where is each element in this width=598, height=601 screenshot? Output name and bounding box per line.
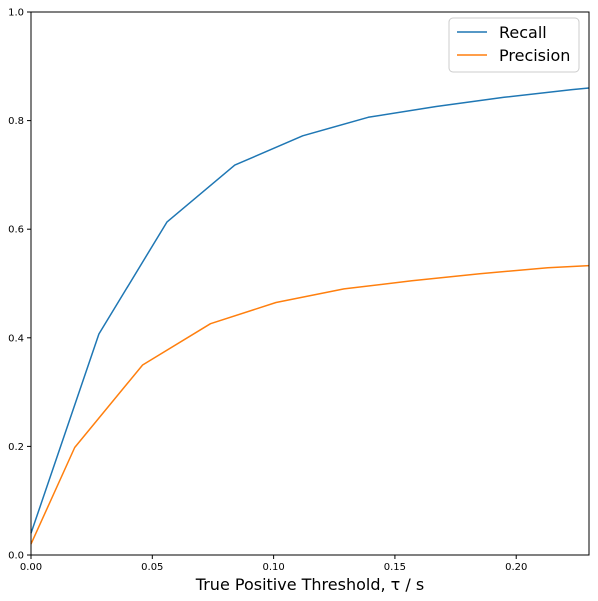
x-tick-label: 0.20 — [505, 562, 527, 573]
legend-label-precision: Precision — [499, 46, 570, 65]
y-tick-label: 1.0 — [8, 8, 24, 19]
axes-frame — [30, 11, 590, 556]
x-tick-label: 0.00 — [20, 562, 42, 573]
plot-background — [31, 12, 589, 555]
series-line-recall — [30, 87, 590, 534]
x-tick-label: 0.10 — [262, 562, 284, 573]
x-tick-label: 0.15 — [384, 562, 406, 573]
y-tick-label: 0.4 — [8, 333, 24, 344]
x-axis: 0.00 0.05 0.10 0.15 0.20 — [20, 555, 527, 573]
legend-label-recall: Recall — [499, 23, 547, 42]
y-tick-label: 0.8 — [8, 116, 24, 127]
y-axis: 0.0 0.2 0.4 0.6 0.8 1.0 — [8, 8, 31, 562]
series-line-precision — [30, 264, 590, 545]
legend: Recall Precision — [448, 17, 580, 73]
y-tick-label: 0.0 — [8, 551, 24, 562]
y-tick-label: 0.2 — [8, 442, 24, 453]
plot-area — [31, 12, 589, 555]
x-axis-label: True Positive Threshold, τ / s — [195, 575, 424, 594]
x-tick-label: 0.05 — [141, 562, 163, 573]
y-tick-label: 0.6 — [8, 225, 24, 236]
series-layer — [30, 87, 590, 545]
